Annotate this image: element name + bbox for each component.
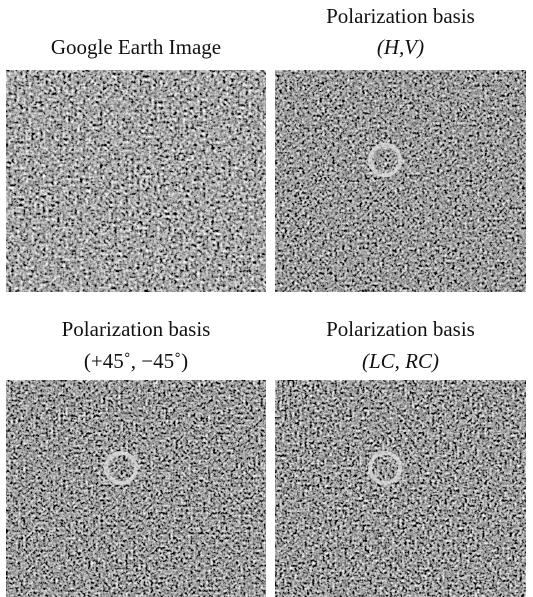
sar-image: [6, 380, 266, 597]
caption: Polarization basis: [275, 313, 526, 345]
sar-image: [275, 380, 526, 597]
caption: Polarization basis: [275, 0, 526, 32]
figure: Google Earth Image Polarization basis (H…: [0, 0, 533, 597]
caption: (LC, RC): [275, 345, 526, 377]
caption: Polarization basis: [6, 313, 266, 345]
satellite-image: [6, 70, 266, 292]
caption: (+45˚, −45˚): [6, 345, 266, 377]
sar-image: [275, 70, 526, 292]
caption: Google Earth Image: [6, 31, 266, 63]
caption: (H,V): [275, 31, 526, 63]
